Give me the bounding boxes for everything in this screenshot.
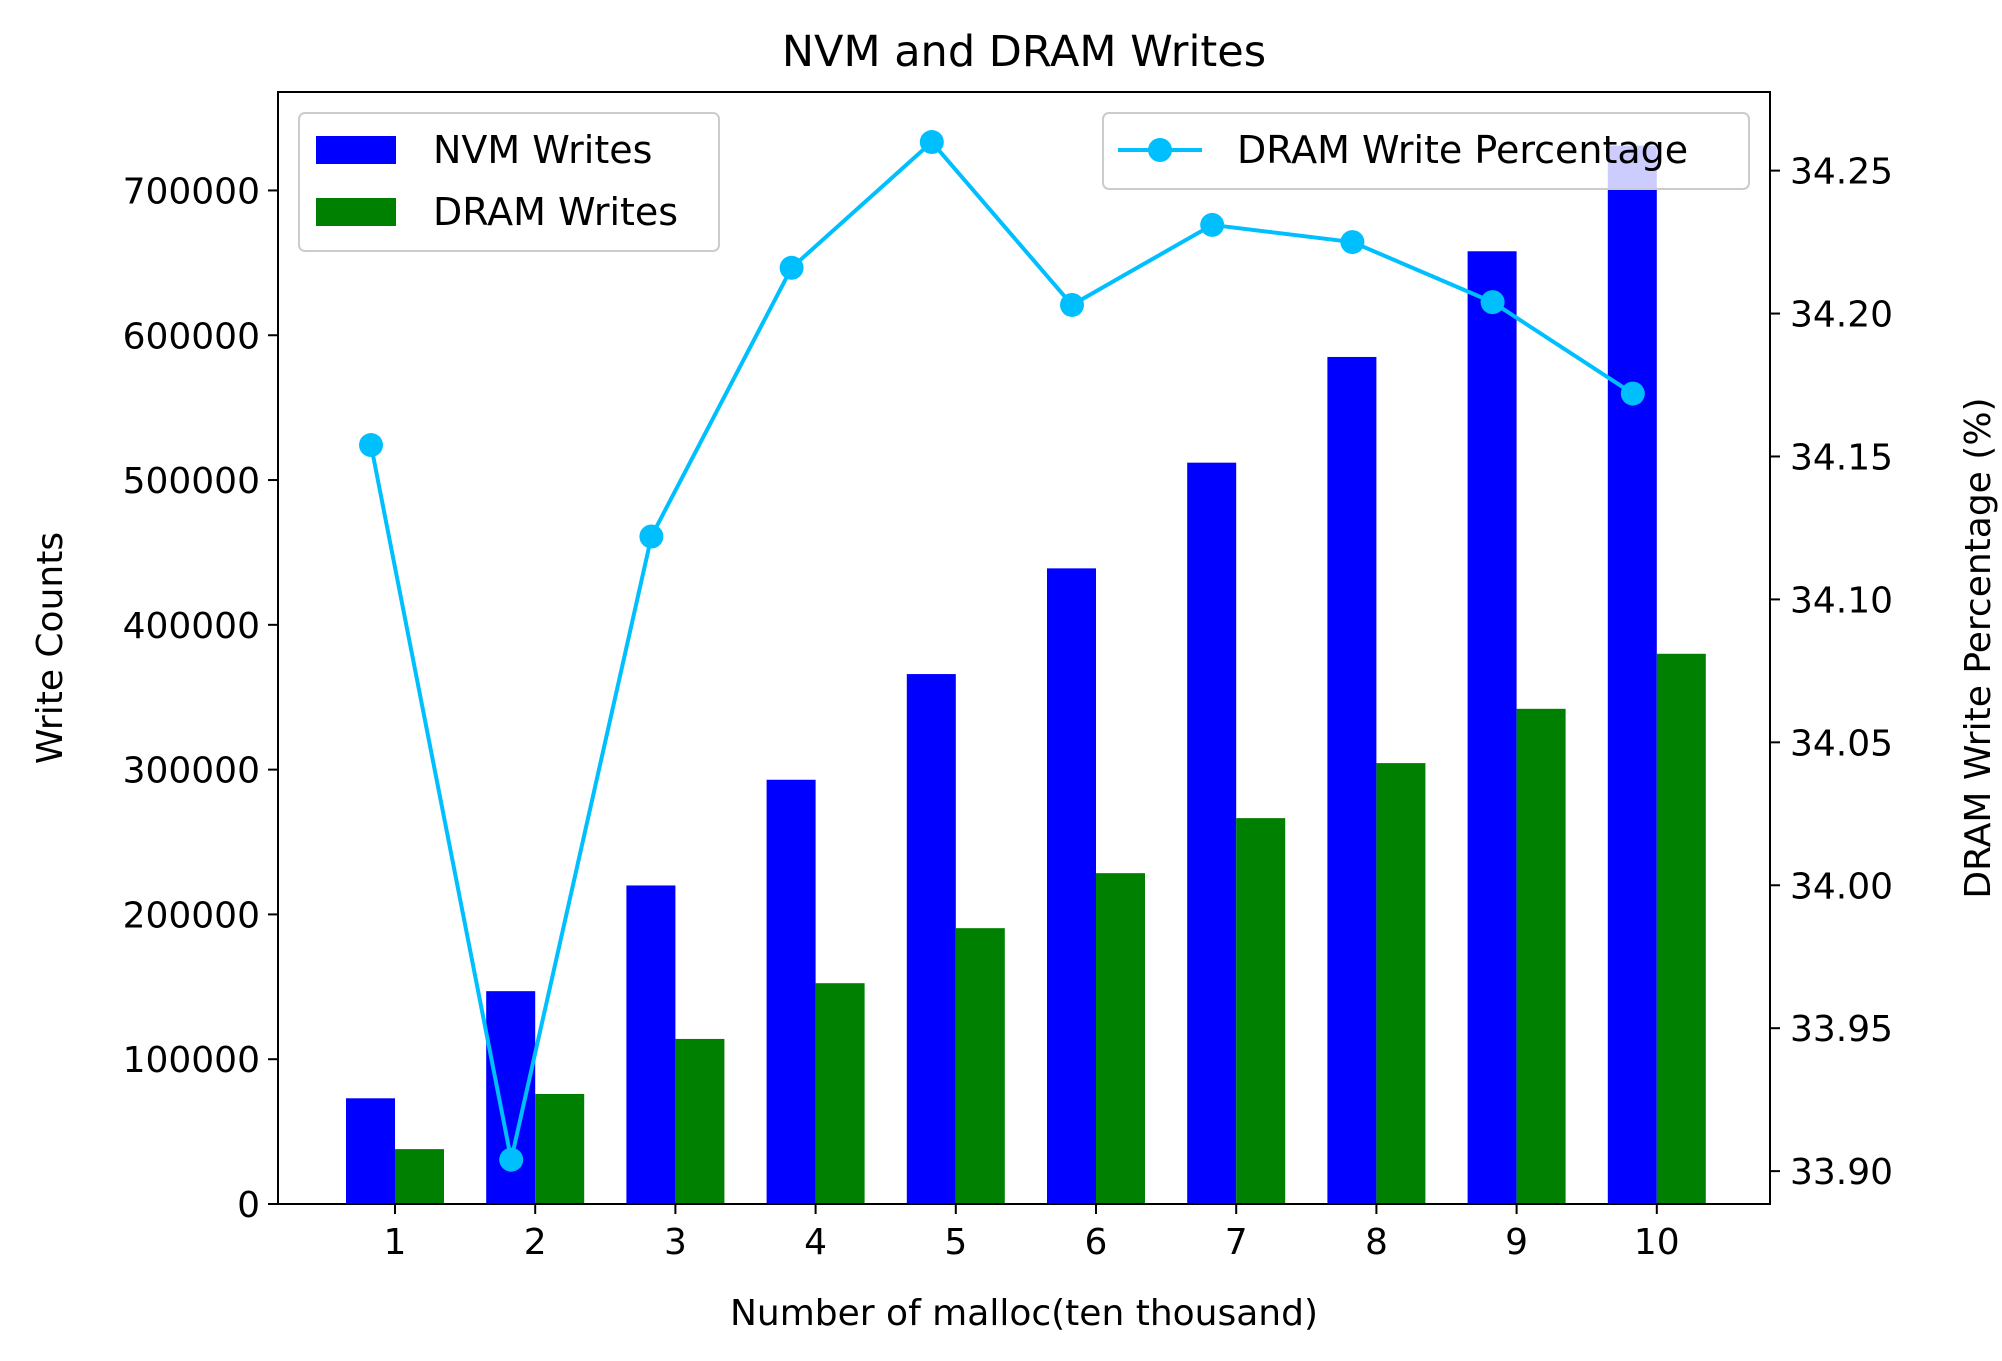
x-tick-label-10: 10 — [1634, 1222, 1680, 1263]
x-tick-label-6: 6 — [1085, 1222, 1108, 1263]
y-tick-label-300000: 300000 — [123, 751, 260, 792]
x-tick-label-8: 8 — [1365, 1222, 1388, 1263]
legend-swatch-percentage-marker — [1148, 138, 1172, 162]
legend-bars: NVM Writes DRAM Writes — [298, 112, 720, 252]
bar-dram-writes-8 — [1376, 763, 1426, 1204]
x-tick-label-3: 3 — [664, 1222, 687, 1263]
bar-nvm-writes-9 — [1467, 251, 1517, 1205]
x-tick-label-9: 9 — [1505, 1222, 1528, 1263]
point-dram-write-percentage-3 — [639, 524, 664, 549]
y2-tick-label-34.20: 34.20 — [1790, 295, 1893, 336]
x-tick-label-7: 7 — [1225, 1222, 1248, 1263]
bar-dram-writes-10 — [1656, 653, 1706, 1204]
bar-nvm-writes-8 — [1327, 356, 1377, 1204]
y2-tick-label-34.00: 34.00 — [1790, 866, 1893, 907]
bar-nvm-writes-6 — [1047, 568, 1096, 1204]
bar-nvm-writes-2 — [486, 991, 536, 1204]
bars-layer — [346, 145, 1706, 1205]
bar-dram-writes-3 — [675, 1038, 725, 1204]
y2-tick-label-34.10: 34.10 — [1790, 580, 1893, 621]
legend-label-dram: DRAM Writes — [433, 190, 678, 234]
x-tick-label-4: 4 — [804, 1222, 827, 1263]
bar-dram-writes-7 — [1236, 818, 1286, 1204]
bar-dram-writes-6 — [1096, 873, 1145, 1204]
point-dram-write-percentage-2 — [499, 1147, 524, 1172]
plot-frame — [277, 91, 1771, 1205]
legend-label-nvm: NVM Writes — [433, 128, 652, 172]
y2-tick-label-34.25: 34.25 — [1790, 152, 1893, 193]
y-tick-label-600000: 600000 — [123, 316, 260, 357]
bar-nvm-writes-4 — [766, 779, 816, 1204]
chart-title: NVM and DRAM Writes — [782, 27, 1266, 77]
y-tick-label-700000: 700000 — [123, 171, 260, 212]
legend-swatch-dram — [316, 198, 396, 226]
legend-swatch-nvm — [316, 136, 396, 164]
y2-axis-title: DRAM Write Percentage (%) — [1958, 397, 1999, 898]
legend-line: DRAM Write Percentage — [1102, 112, 1750, 190]
y-tick-label-200000: 200000 — [123, 895, 260, 936]
bar-dram-writes-9 — [1516, 708, 1566, 1204]
bar-nvm-writes-7 — [1187, 462, 1237, 1205]
y2-tick-label-33.90: 33.90 — [1790, 1152, 1893, 1193]
y-tick-label-100000: 100000 — [123, 1040, 260, 1081]
y-tick-label-0: 0 — [237, 1185, 260, 1226]
legend-line-box — [1102, 112, 1750, 190]
bar-dram-writes-2 — [535, 1093, 585, 1204]
point-dram-write-percentage-6 — [1060, 292, 1084, 317]
point-dram-write-percentage-8 — [1340, 230, 1365, 255]
y-tick-label-500000: 500000 — [123, 461, 260, 502]
bar-dram-writes-1 — [395, 1149, 444, 1204]
bar-dram-writes-4 — [815, 983, 865, 1204]
y2-tick-label-34.05: 34.05 — [1790, 723, 1893, 764]
point-dram-write-percentage-7 — [1200, 212, 1225, 237]
bar-nvm-writes-3 — [626, 885, 676, 1204]
bar-nvm-writes-1 — [346, 1098, 395, 1204]
x-tick-label-1: 1 — [384, 1222, 407, 1263]
line-layer — [359, 130, 1645, 1172]
bar-dram-writes-5 — [955, 928, 1005, 1204]
y-axis-title: Write Counts — [30, 532, 71, 764]
line-dram-write-percentage — [369, 140, 1634, 1162]
point-dram-write-percentage-4 — [779, 255, 804, 280]
y-tick-label-400000: 400000 — [123, 606, 260, 647]
y2-tick-label-33.95: 33.95 — [1790, 1009, 1893, 1050]
x-tick-label-5: 5 — [944, 1222, 967, 1263]
y2-tick-label-34.15: 34.15 — [1790, 437, 1893, 478]
point-dram-write-percentage-10 — [1620, 381, 1645, 406]
axes-layer: 1 2 3 4 5 6 7 8 9 10 0 100000 200000 300000 400000 5000… — [123, 152, 1894, 1263]
x-axis-title: Number of malloc(ten thousand) — [730, 1293, 1318, 1334]
legend-bars-box — [298, 112, 720, 252]
point-dram-write-percentage-1 — [359, 433, 383, 458]
point-dram-write-percentage-5 — [919, 130, 944, 155]
bar-nvm-writes-5 — [906, 674, 956, 1204]
point-dram-write-percentage-9 — [1480, 290, 1505, 315]
x-tick-label-2: 2 — [524, 1222, 547, 1263]
bar-nvm-writes-10 — [1607, 145, 1657, 1205]
legend-label-percentage: DRAM Write Percentage — [1237, 128, 1688, 172]
